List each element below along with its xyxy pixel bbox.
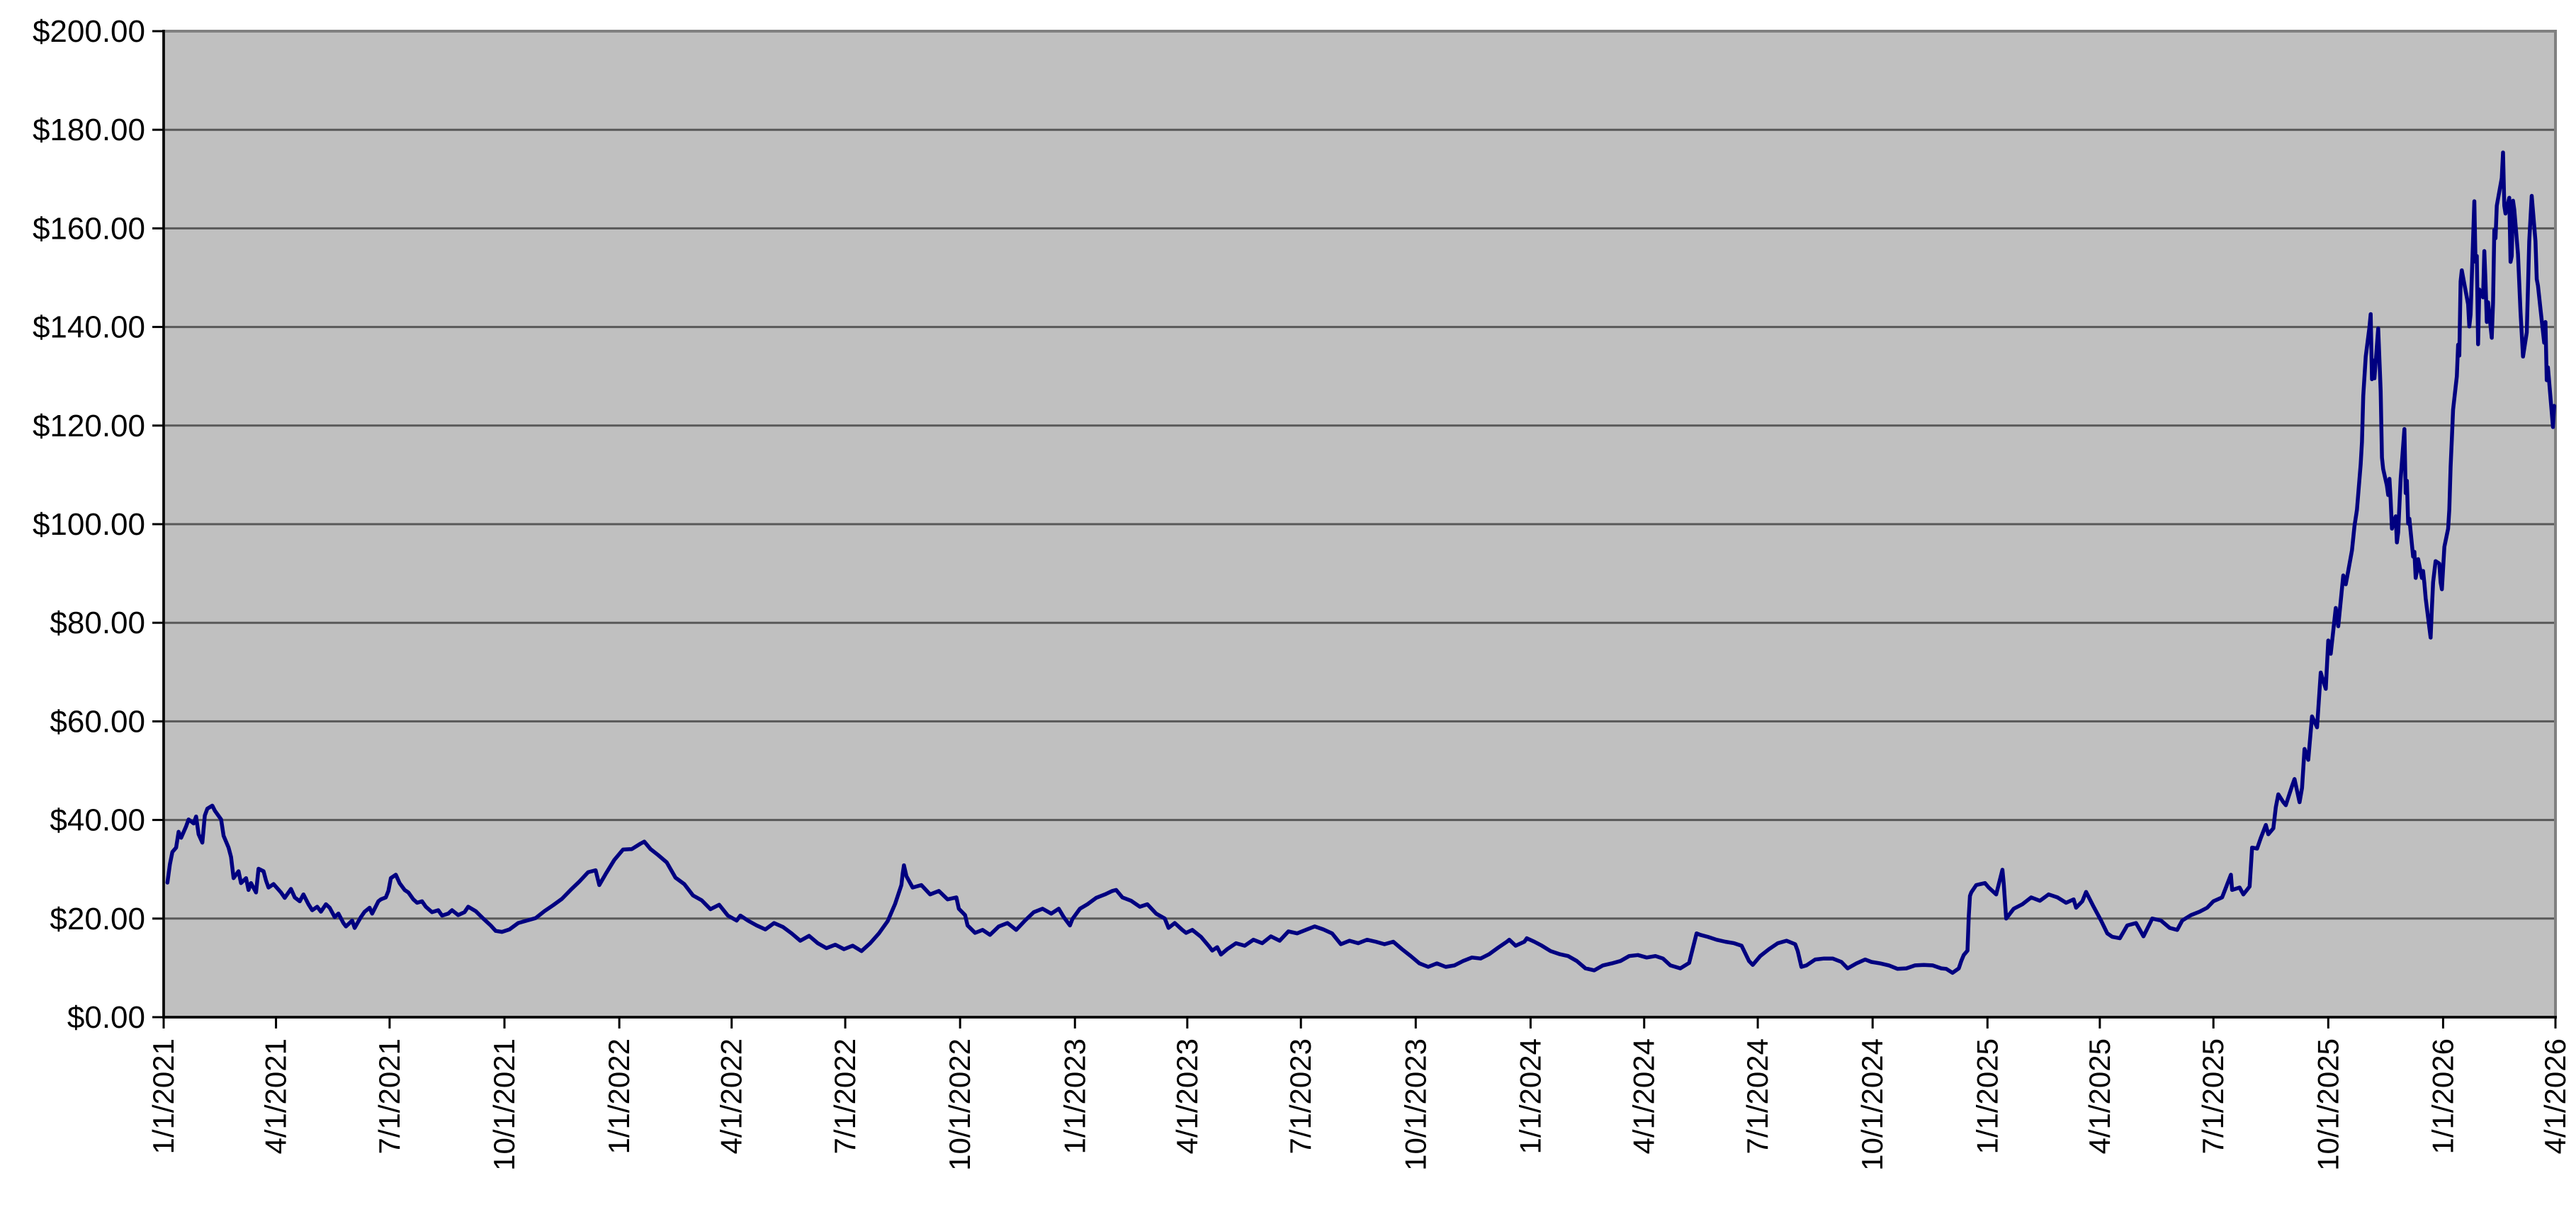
- x-tick-label: 1/1/2025: [1970, 1038, 2004, 1155]
- y-tick-label: $140.00: [33, 310, 145, 345]
- y-tick-label: $160.00: [33, 211, 145, 246]
- x-tick-label: 4/1/2022: [715, 1038, 748, 1155]
- x-tick-label: 1/1/2022: [602, 1038, 635, 1155]
- y-tick-label: $100.00: [33, 507, 145, 542]
- y-tick-label: $60.00: [50, 704, 145, 739]
- x-tick-label: 1/1/2026: [2426, 1038, 2459, 1155]
- y-tick-label: $40.00: [50, 803, 145, 838]
- x-tick-label: 10/1/2022: [943, 1038, 976, 1171]
- x-tick-label: 4/1/2026: [2538, 1038, 2572, 1155]
- y-tick-label: $120.00: [33, 409, 145, 443]
- x-tick-label: 7/1/2021: [373, 1038, 406, 1155]
- x-tick-label: 1/1/2023: [1058, 1038, 1091, 1155]
- y-tick-label: $200.00: [33, 14, 145, 49]
- price-line: [165, 150, 2556, 975]
- x-tick-label: 10/1/2024: [1855, 1038, 1889, 1171]
- y-tick-label: $0.00: [67, 1000, 145, 1035]
- y-tick-label: $20.00: [50, 902, 145, 936]
- x-tick-label: 1/1/2021: [147, 1038, 180, 1155]
- x-tick-label: 4/1/2023: [1170, 1038, 1204, 1155]
- x-tick-label: 7/1/2022: [828, 1038, 862, 1155]
- x-tick-label: 4/1/2025: [2083, 1038, 2116, 1155]
- series-group: [165, 150, 2556, 975]
- x-tick-label: 10/1/2023: [1399, 1038, 1432, 1171]
- axis-ticks-group: [152, 30, 2557, 1028]
- y-tick-label: $180.00: [33, 113, 145, 147]
- x-tick-label: 7/1/2024: [1741, 1038, 1774, 1155]
- y-tick-label: $80.00: [50, 606, 145, 640]
- x-tick-label: 7/1/2023: [1284, 1038, 1317, 1155]
- axis-labels-group: $0.00 $20.00 $40.00 $60.00 $80.00 $100.00 $120…: [33, 14, 2572, 1171]
- x-tick-label: 10/1/2025: [2311, 1038, 2344, 1171]
- x-tick-label: 10/1/2021: [487, 1038, 521, 1171]
- x-tick-label: 4/1/2021: [259, 1038, 293, 1155]
- x-tick-label: 1/1/2024: [1513, 1038, 1547, 1155]
- x-tick-label: 7/1/2025: [2196, 1038, 2230, 1155]
- x-tick-label: 4/1/2024: [1627, 1038, 1661, 1155]
